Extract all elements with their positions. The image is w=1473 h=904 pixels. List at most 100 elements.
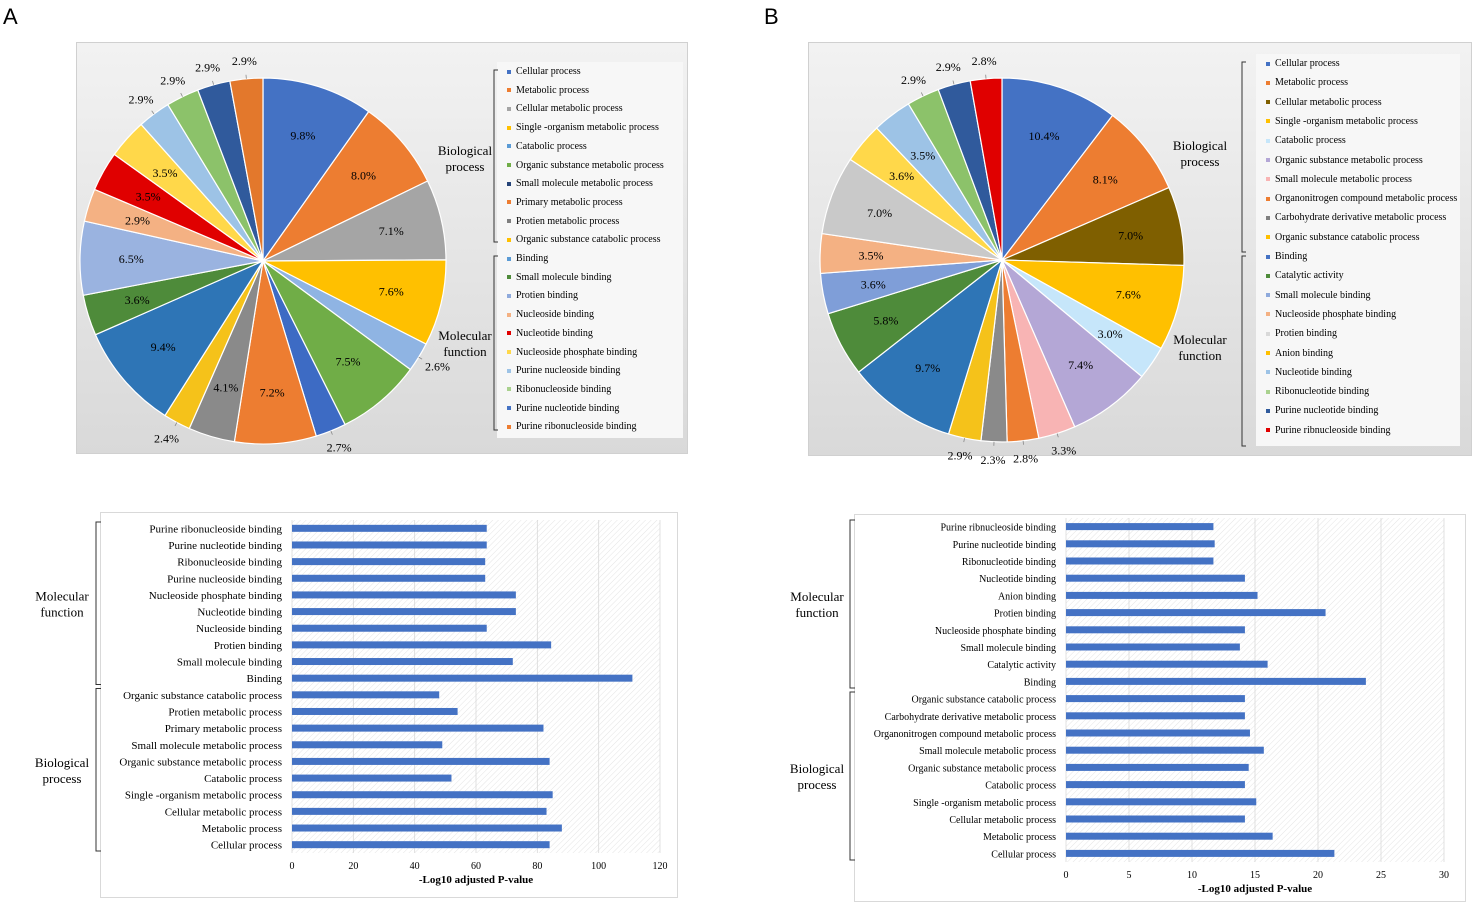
legend-label: Nucleoside phosphate binding [1275,308,1397,320]
legend-swatch-icon [507,144,511,149]
bar-a-category-label-18: Cellular metabolic process [165,806,282,818]
legend-swatch-icon [507,181,511,186]
pie-a-legend-item: Nucleotide binding [507,328,593,339]
pie-a-group-molecular: Molecular function [438,328,492,359]
pie-a-legend-item: Purine nucleotide binding [507,403,619,414]
pie-a-slice-label-1: 9.8% [290,128,315,142]
bar-a-tick-label-4: 80 [532,861,542,872]
pie-chart-a-legend: Cellular process Metabolic process Cellula… [497,62,683,438]
pie-b-legend-item: Nucleoside phosphate binding [1266,309,1396,320]
bar-a-bar-14 [292,741,443,749]
bar-b-category-label-19: Metabolic process [983,832,1056,843]
legend-label: Cellular metabolic process [516,103,623,115]
bar-b-category-label-14: Small molecule metabolic process [919,746,1056,757]
legend-swatch-icon [1266,235,1270,240]
pie-b-bracket-biological [1241,61,1246,253]
pie-b-slice-label-10: 2.9% [948,449,973,463]
bar-a-group-label-word: function [40,604,84,619]
legend-label: Protien binding [516,290,578,302]
legend-label: Organic substance metabolic process [516,159,664,171]
legend-swatch-icon [1266,351,1270,355]
pie-b-legend-item: Small molecule metabolic process [1266,174,1412,185]
pie-b-slice-11 [857,258,1004,435]
bar-b-bar-5 [1066,591,1258,599]
pie-b-legend-item: Organic substance catabolic process [1266,232,1419,243]
legend-swatch-icon [507,163,511,167]
pie-b-legend-item: Purine nucleotide binding [1266,405,1378,416]
bar-a-bar-6 [292,608,516,616]
legend-swatch-icon [507,219,511,224]
legend-label: Metabolic process [516,84,590,96]
bar-a-tick-label-6: 120 [653,861,668,872]
bar-b-category-label-11: Organic substance catabolic process [912,695,1057,706]
legend-label: Catabolic process [1275,135,1346,147]
legend-swatch-icon [1266,196,1270,201]
legend-swatch-icon [1266,370,1270,375]
bar-b-bar-6 [1066,609,1326,617]
pie-a-leader-5 [418,356,423,360]
bar-a-group-label-2: Biological process [35,755,90,786]
pie-b-slice-label-6: 7.4% [1068,358,1093,372]
bar-a-x-axis-title: -Log10 adjusted P-value [419,874,533,886]
pie-b-legend-item: Purine ribnucleoside binding [1266,425,1391,436]
pie-b-slice-label-1: 10.4% [1029,129,1060,143]
legend-label: Purine ribnucleoside binding [1275,424,1391,436]
legend-label: Small molecule metabolic process [516,178,653,190]
legend-label: Small molecule binding [516,271,612,283]
bar-a-bar-12 [292,707,458,715]
legend-swatch-icon [1266,177,1270,182]
pie-b-legend-item: Cellular metabolic process [1266,97,1382,108]
pie-a-legend-item: Protien metabolic process [507,216,619,227]
legend-label: Protien binding [1275,328,1337,340]
bar-b-category-label-10: Binding [1024,677,1056,688]
pie-a-legend-item: Small molecule metabolic process [507,178,653,189]
pie-a-leader-19 [212,80,214,85]
bar-b-bar-11 [1066,695,1245,703]
pie-a-bracket-molecular [493,255,498,431]
bar-a-bar-18 [292,807,547,815]
pie-a-slice-label-17: 2.9% [128,93,153,107]
bar-b-tick-label-2: 10 [1187,870,1197,881]
pie-b-slices: 10.4% 8.1% 7.0% 7.6% 3.0% 7.4% 3.3% 2.8% 2.3% 2.9… [819,54,1185,467]
panel-label-a: A [3,4,18,29]
pie-b-legend-item: Small molecule binding [1266,290,1371,301]
bar-b-category-label-20: Cellular process [991,849,1056,860]
pie-a-legend-item: Organic substance metabolic process [507,160,664,171]
bar-b-tick-label-6: 30 [1439,870,1449,881]
bar-b-group-label-2: Biological process [790,761,845,792]
legend-label: Purine ribonucleoside binding [516,421,637,433]
pie-a-slice-2 [262,110,429,262]
legend-swatch-icon [507,293,511,298]
pie-a-slice-label-13: 6.5% [119,252,144,266]
bar-b-category-label-9: Catalytic activity [987,660,1056,671]
bar-b-tick-label-4: 20 [1313,870,1323,881]
pie-b-legend-item: Protien binding [1266,328,1337,339]
legend-swatch-icon [1266,80,1270,85]
pie-a-slice-label-7: 2.7% [327,441,352,455]
bar-a-group-bracket-2 [95,688,101,852]
bar-a-bar-7 [292,624,487,632]
pie-b-group-molecular: Molecular function [1173,332,1227,363]
bar-a-marks: 0 20 40 60 80 100 120 Purine ribonucleoside bin… [35,520,668,886]
legend-swatch-icon [1266,158,1270,162]
pie-b-slice-label-5: 3.0% [1098,327,1123,341]
legend-label: Nucleoside binding [516,309,595,321]
bar-b-category-label-5: Anion binding [998,591,1056,602]
bar-b-tick-label-5: 25 [1376,870,1386,881]
bar-a-category-label-8: Protien binding [214,640,283,652]
legend-swatch-icon [1266,331,1270,336]
legend-label: Cellular metabolic process [1275,96,1382,108]
pie-a-legend-item: Single -organism metabolic process [507,122,659,133]
pie-a-legend-item: Purine nucleoside binding [507,365,620,376]
bar-b-bar-2 [1066,540,1215,548]
bar-a-category-label-11: Organic substance catabolic process [123,690,282,702]
pie-a-slice-1 [262,77,370,263]
legend-swatch-icon [507,331,511,336]
pie-a-bracket-biological [493,69,498,243]
bar-a-bar-11 [292,691,440,699]
pie-b-slice-label-3: 7.0% [1118,228,1143,242]
bar-b-bar-19 [1066,832,1273,840]
bar-b-bar-10 [1066,677,1366,685]
legend-label: Single -organism metabolic process [516,122,659,134]
pie-b-bracket-molecular [1241,255,1246,447]
